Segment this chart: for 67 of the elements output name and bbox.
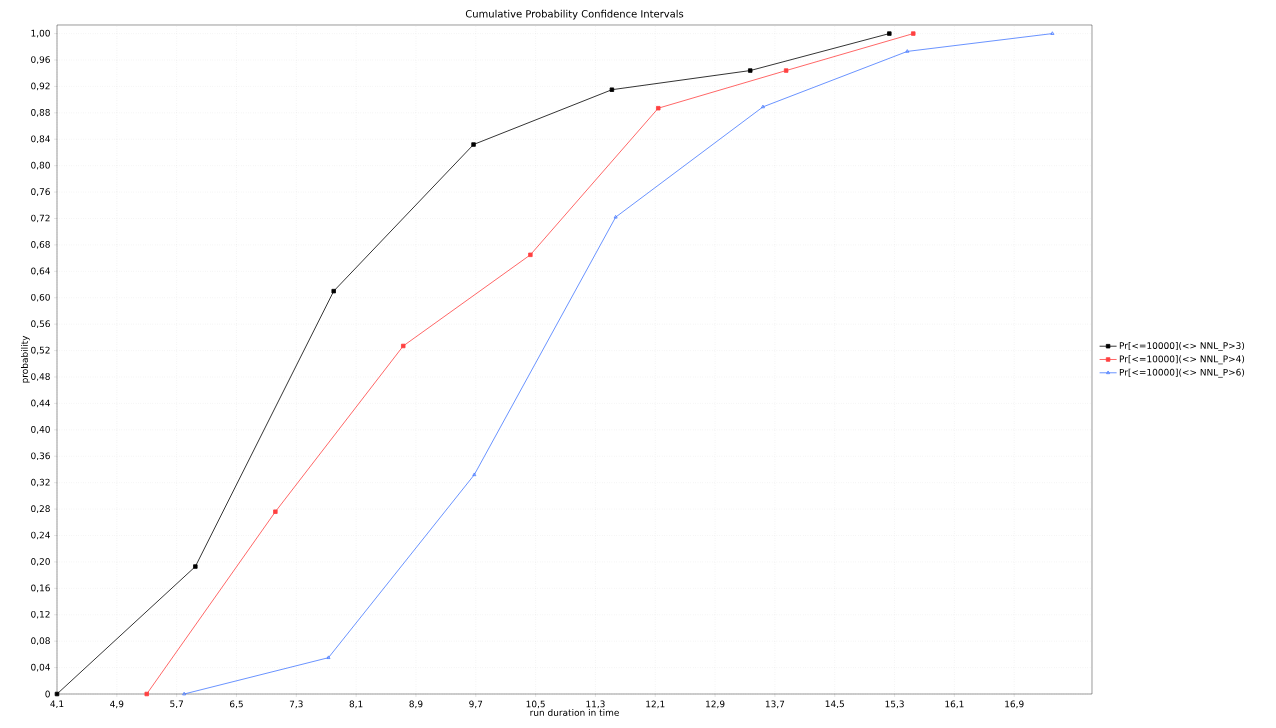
point	[273, 509, 278, 514]
x-tick-label: 9,7	[469, 700, 483, 709]
y-tick-label: 0,28	[31, 505, 50, 513]
y-tick-label: 0,16	[31, 584, 50, 593]
y-tick-label: 0,92	[31, 82, 50, 91]
point	[193, 564, 198, 569]
x-tick-label: 12,1	[646, 700, 665, 709]
point	[613, 214, 618, 219]
y-tick-label: 0,72	[31, 214, 50, 223]
y-tick-label: 0,32	[31, 478, 50, 487]
point	[887, 31, 892, 36]
y-tick-label: 0,44	[31, 399, 50, 408]
y-tick-label: 0,40	[31, 425, 50, 434]
y-tick-label: 0,64	[31, 267, 50, 276]
x-tick-label: 8,9	[409, 700, 423, 709]
point	[760, 104, 765, 109]
point	[144, 691, 149, 697]
x-tick-label: 16,1	[945, 700, 964, 709]
y-tick-label: 0,56	[31, 320, 50, 329]
point	[905, 49, 910, 53]
point	[783, 68, 789, 73]
y-tick-label: 0,04	[31, 663, 50, 672]
point	[471, 142, 476, 147]
x-tick-label: 6,5	[229, 700, 243, 709]
x-tick-label: 13,7	[765, 700, 785, 709]
y-tick-label: 0,08	[31, 637, 50, 646]
x-tick-label: 8,1	[349, 700, 363, 709]
x-tick-label: 12,9	[706, 700, 725, 709]
point	[609, 87, 615, 92]
x-tick-label: 5,7	[170, 700, 184, 709]
y-tick-label: 0,20	[31, 558, 50, 566]
x-tick-label: 4,1	[50, 700, 64, 709]
x-tick-label: 11,3	[586, 700, 605, 709]
point	[331, 288, 336, 294]
y-tick-label: 1,00	[31, 29, 50, 38]
x-tick-label: 16,9	[1005, 700, 1024, 709]
x-axis-title: run duration in time	[530, 709, 619, 716]
legend-label: Pr[<=10000](<> NNL_P>4)	[1119, 355, 1245, 365]
y-axis-title: probability	[21, 335, 30, 383]
chart-title: Cumulative Probability Confidence Intervals	[465, 9, 684, 20]
y-tick-label: 0,88	[31, 108, 50, 117]
y-tick-label: 0,80	[31, 161, 50, 170]
y-tick-label: 0,52	[31, 346, 50, 355]
y-tick-label: 0,12	[31, 610, 50, 619]
x-tick-label: 7,3	[289, 700, 303, 709]
y-tick-label: 0,36	[31, 452, 50, 461]
point	[748, 68, 753, 73]
x-tick-label: 4,9	[110, 700, 124, 709]
legend-label: Pr[<=10000](<> NNL_P>3)	[1119, 342, 1245, 351]
point	[528, 252, 533, 258]
y-tick-label: 0,24	[31, 531, 50, 540]
y-tick-label: 0,76	[31, 188, 50, 196]
y-tick-label: 0,60	[31, 293, 50, 302]
x-tick-label: 10,5	[526, 700, 545, 709]
point	[401, 343, 406, 349]
point	[472, 472, 477, 477]
y-tick-label: 0,68	[31, 241, 50, 249]
legend-label: Pr[<=10000](<> NNL_P>6)	[1119, 368, 1245, 378]
y-tick-label: 0,96	[31, 56, 50, 64]
point	[326, 655, 331, 659]
point	[656, 106, 661, 111]
y-tick-label: 0,48	[31, 373, 50, 381]
y-tick-label: 0,84	[31, 135, 50, 144]
point	[911, 31, 916, 36]
y-tick-label: 0	[45, 690, 50, 698]
x-tick-label: 15,3	[885, 700, 904, 709]
x-tick-label: 14,5	[825, 700, 844, 709]
